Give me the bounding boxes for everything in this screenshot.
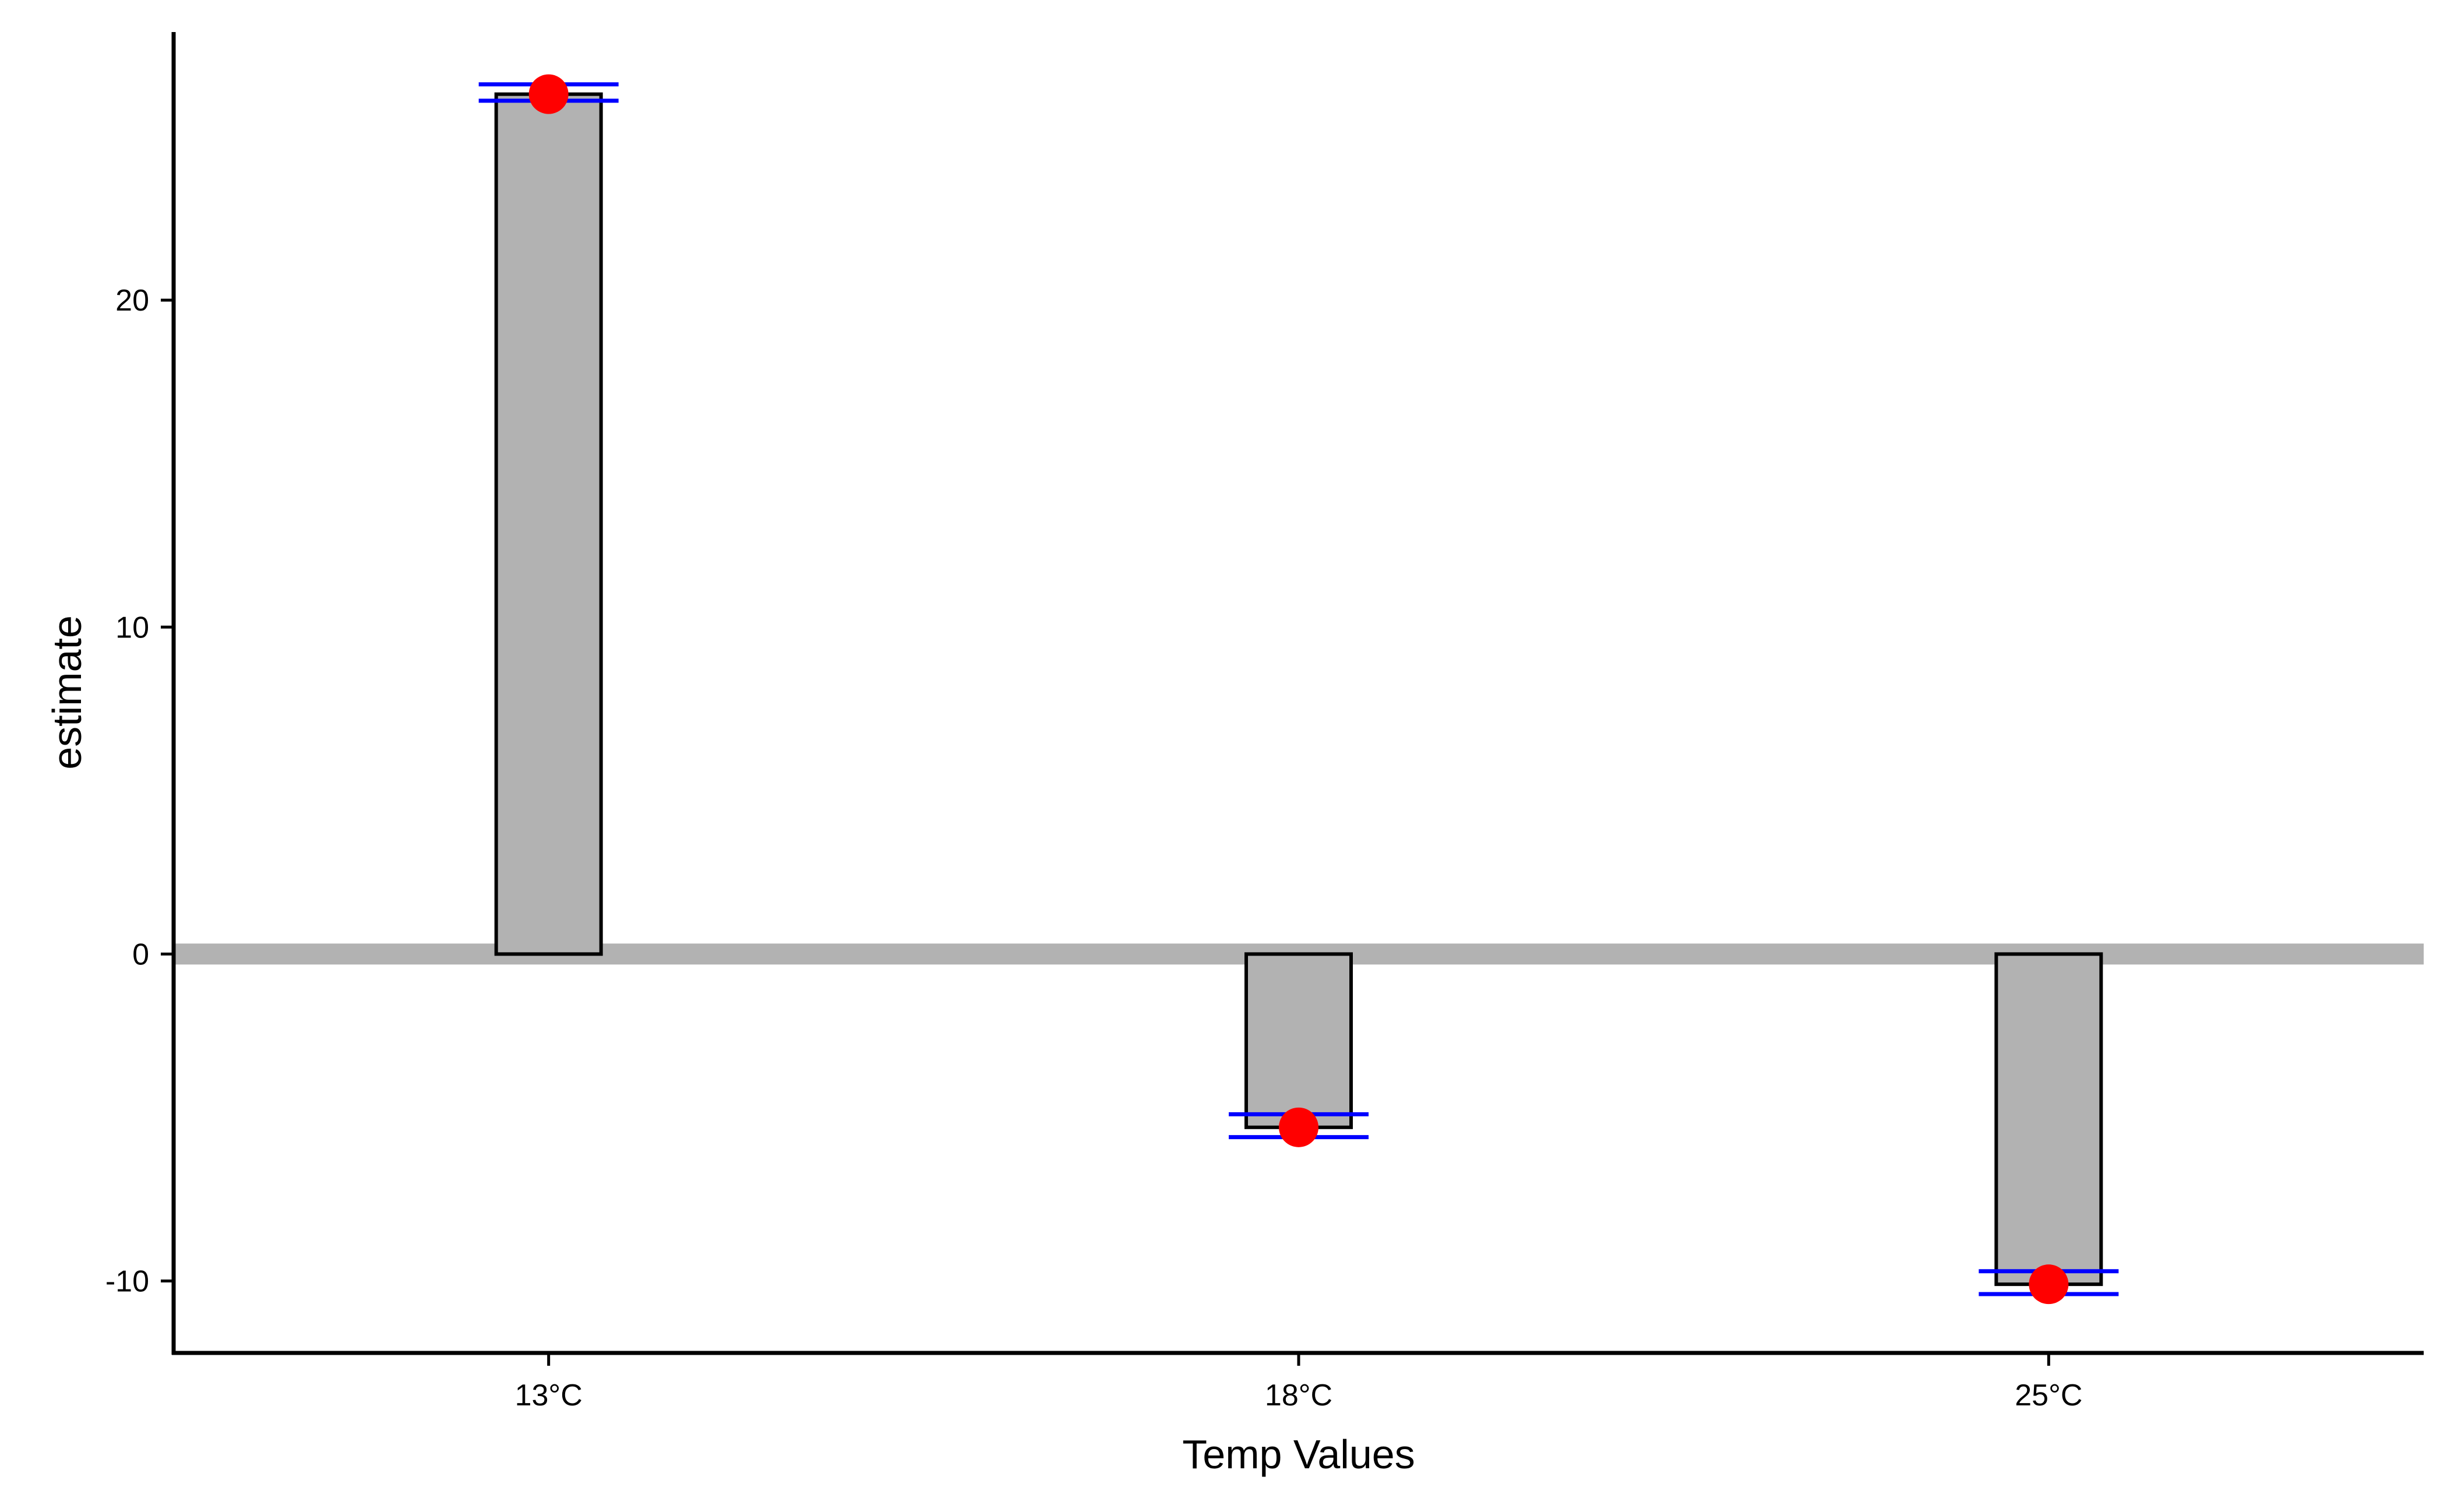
x-axis-title: Temp Values xyxy=(1182,1432,1415,1477)
y-ticks-layer: -10 0 10 20 xyxy=(105,284,174,1299)
y-axis-title: estimate xyxy=(44,615,90,770)
y-tick-label-2: 10 xyxy=(115,611,149,644)
bars-layer xyxy=(494,92,2103,1287)
y-tick-label-0: -10 xyxy=(105,1265,149,1299)
point-1 xyxy=(1279,1107,1318,1147)
y-tick-label-1: 0 xyxy=(132,937,149,971)
x-tick-label-1: 18°C xyxy=(1265,1379,1332,1412)
bar-0 xyxy=(494,92,603,956)
x-tick-label-0: 13°C xyxy=(515,1379,583,1412)
point-0 xyxy=(528,74,569,114)
bar-1 xyxy=(1244,952,1353,1129)
bar-2 xyxy=(1994,952,2103,1287)
y-tick-label-3: 20 xyxy=(115,284,149,318)
x-ticks-layer: 13°C 18°C 25°C xyxy=(515,1353,2082,1412)
points-layer xyxy=(528,74,2069,1305)
x-tick-label-2: 25°C xyxy=(2015,1379,2082,1412)
point-2 xyxy=(2029,1264,2069,1305)
